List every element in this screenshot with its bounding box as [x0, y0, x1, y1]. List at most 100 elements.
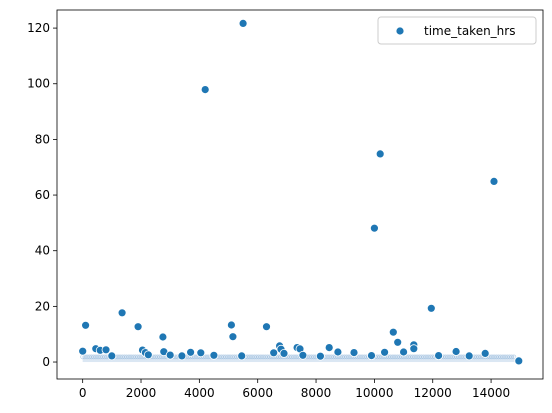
data-point	[196, 348, 206, 358]
data-point	[78, 346, 88, 356]
band-marker	[91, 354, 96, 360]
band-marker	[449, 354, 455, 360]
data-point	[177, 351, 187, 361]
y-tick-label: 60	[35, 188, 50, 202]
band-marker	[410, 354, 416, 360]
data-point	[165, 350, 175, 360]
data-point	[200, 85, 210, 94]
legend-box	[377, 16, 537, 45]
band-marker	[265, 354, 270, 360]
y-axis: 0 20 40 60 80 100 120	[27, 21, 57, 369]
band-marker	[324, 354, 330, 360]
band-marker	[423, 354, 429, 360]
band-marker	[416, 354, 422, 360]
band-marker	[511, 354, 517, 360]
band-marker	[390, 354, 396, 360]
band-marker	[445, 354, 451, 360]
data-point	[333, 347, 343, 357]
axes-frame	[56, 9, 544, 380]
band-marker	[98, 354, 103, 360]
band-marker	[346, 354, 352, 360]
band-marker	[425, 354, 431, 360]
band-marker	[419, 354, 424, 360]
data-point	[158, 332, 168, 342]
band-marker	[84, 354, 90, 360]
axes	[56, 9, 544, 380]
band-marker	[447, 354, 453, 360]
band-marker	[120, 354, 125, 360]
band-marker	[456, 354, 462, 360]
data-point	[464, 351, 474, 361]
band-marker	[493, 354, 499, 360]
x-tick-label: 12000	[414, 386, 452, 400]
data-point	[393, 337, 403, 347]
x-tick-label: 6000	[242, 386, 273, 400]
data-point	[238, 18, 248, 28]
band-marker	[394, 354, 400, 360]
data-point	[101, 345, 111, 355]
data-point	[226, 320, 236, 330]
band-marker	[476, 354, 482, 360]
y-tick-label: 0	[42, 355, 50, 369]
band-marker	[89, 354, 94, 360]
data-point	[228, 332, 238, 342]
data-point	[279, 348, 289, 358]
band-marker	[489, 354, 495, 360]
band-marker	[331, 354, 336, 360]
y-tick-label: 120	[27, 21, 50, 35]
data-point	[209, 350, 219, 360]
data-point	[143, 350, 153, 360]
data-point	[269, 348, 279, 358]
band-marker	[256, 354, 262, 360]
data-point	[451, 347, 461, 356]
band-marker	[87, 354, 92, 360]
band-marker	[311, 354, 317, 360]
band-marker	[153, 354, 158, 360]
band-marker	[291, 354, 297, 360]
data-point	[298, 350, 308, 360]
band-marker	[386, 354, 391, 360]
band-marker	[502, 354, 508, 360]
band-marker	[247, 354, 253, 360]
band-marker	[137, 354, 143, 360]
x-tick-label: 2000	[126, 386, 157, 400]
band-marker	[276, 354, 281, 360]
band-marker	[258, 354, 264, 360]
legend: time_taken_hrs	[377, 16, 537, 45]
band-marker	[267, 354, 273, 360]
band-marker	[126, 354, 132, 360]
band-marker	[289, 354, 295, 360]
data-point	[237, 351, 247, 361]
data-point	[262, 322, 271, 332]
band-marker	[474, 354, 479, 360]
band-marker	[414, 354, 420, 360]
band-marker	[491, 354, 497, 360]
band-marker	[249, 354, 255, 360]
band-marker	[326, 354, 332, 360]
band-marker	[131, 354, 136, 360]
x-tick-label: 14000	[472, 386, 510, 400]
band-marker	[95, 354, 101, 360]
data-point	[133, 322, 143, 332]
data-point	[186, 347, 196, 357]
band-marker	[361, 354, 367, 360]
band-marker	[219, 354, 224, 360]
legend-label: time_taken_hrs	[424, 24, 515, 38]
band-marker	[405, 354, 411, 360]
data-point	[375, 149, 385, 159]
band-marker	[342, 354, 347, 360]
band-marker	[377, 354, 383, 360]
band-marker	[421, 354, 427, 360]
data-point	[349, 348, 359, 358]
band-marker	[328, 354, 334, 360]
y-tick-label: 20	[35, 299, 50, 313]
band-marker	[306, 354, 312, 360]
data-point	[388, 327, 398, 337]
data-point	[514, 356, 524, 366]
band-marker	[124, 354, 129, 360]
y-tick-label: 40	[35, 244, 50, 258]
band-marker	[260, 354, 266, 360]
data-point	[367, 351, 376, 361]
y-tick-label: 100	[27, 77, 50, 91]
